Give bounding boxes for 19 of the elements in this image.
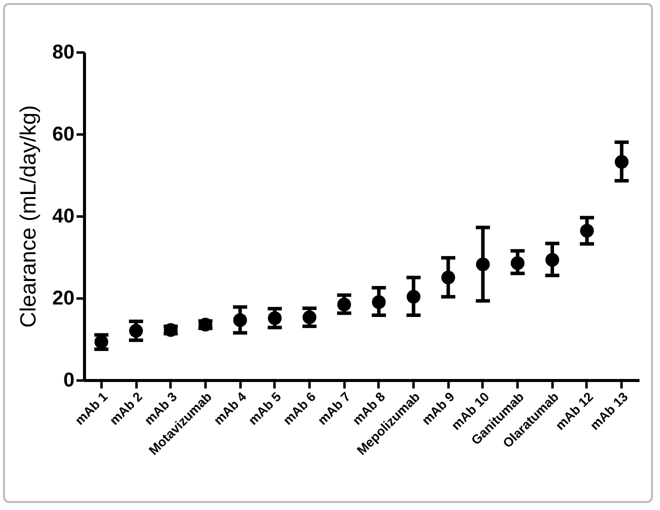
y-tick-label: 80 bbox=[52, 42, 74, 64]
point bbox=[268, 311, 282, 325]
point bbox=[441, 270, 456, 284]
point bbox=[614, 155, 629, 169]
point bbox=[372, 295, 386, 309]
y-tick-label: 20 bbox=[52, 288, 74, 310]
y-tick-label: 40 bbox=[52, 206, 74, 228]
y-tick-label: 0 bbox=[63, 370, 74, 392]
point bbox=[233, 313, 247, 328]
point bbox=[510, 256, 524, 270]
point bbox=[337, 298, 352, 312]
point bbox=[545, 252, 560, 267]
point bbox=[129, 324, 143, 338]
y-tick-label: 60 bbox=[52, 124, 74, 146]
y-axis-title: Clearance (mL/day/kg) bbox=[15, 105, 40, 328]
point bbox=[302, 310, 316, 324]
point bbox=[476, 258, 490, 272]
point bbox=[580, 224, 594, 238]
point bbox=[406, 290, 420, 304]
